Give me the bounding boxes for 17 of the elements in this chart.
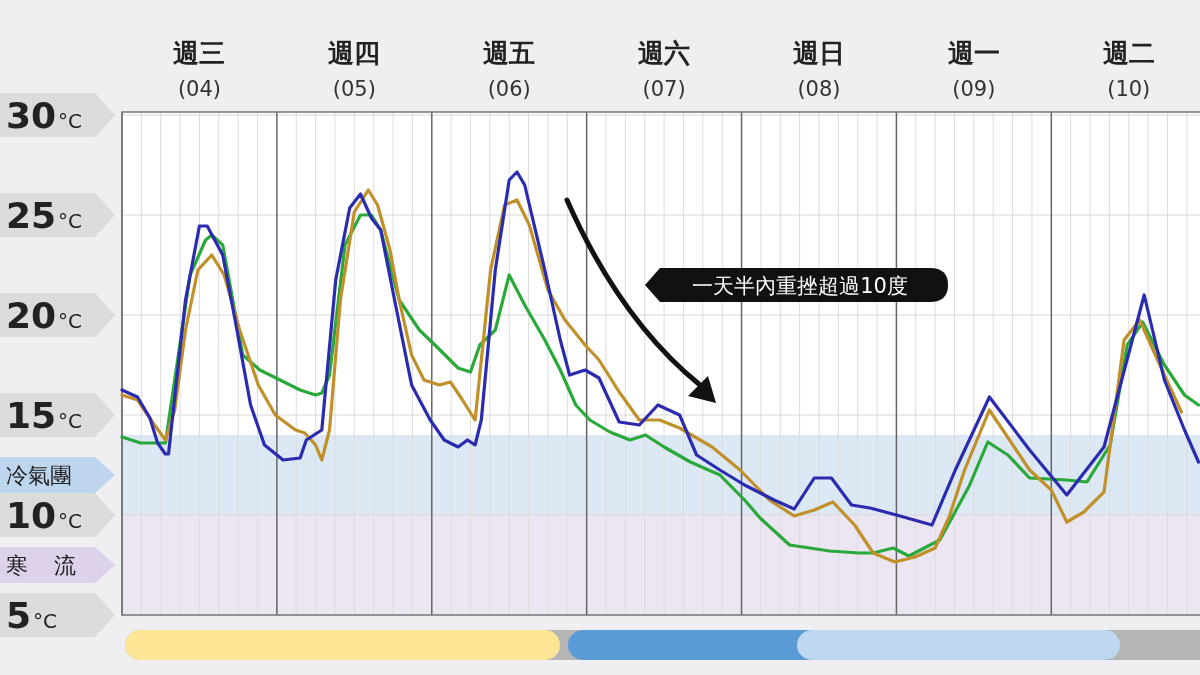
y-tick-label: 10°C [6, 495, 83, 536]
band-label: 寒流 [6, 553, 102, 578]
x-tick-label: 週二 (10) [1102, 38, 1155, 101]
y-tick-label: 30°C [6, 95, 83, 136]
x-tick-label: 週四 (05) [328, 38, 381, 101]
line-series [120, 170, 1200, 527]
band-label: 冷氣團 [6, 463, 72, 488]
x-tick-label: 週日 (08) [792, 38, 845, 101]
y-tick-label: 5°C [6, 595, 58, 636]
x-tick-label: 週三 (04) [173, 38, 226, 101]
x-tick-label: 週一 (09) [947, 38, 1000, 101]
y-tick-label: 20°C [6, 295, 83, 336]
y-tick-label: 15°C [6, 395, 83, 436]
y-tick-label: 25°C [6, 195, 83, 236]
x-tick-label: 週六 (07) [638, 38, 691, 101]
x-tick-label: 週五 (06) [483, 38, 536, 101]
annotation: 一天半內重挫超過10度 [692, 274, 908, 298]
